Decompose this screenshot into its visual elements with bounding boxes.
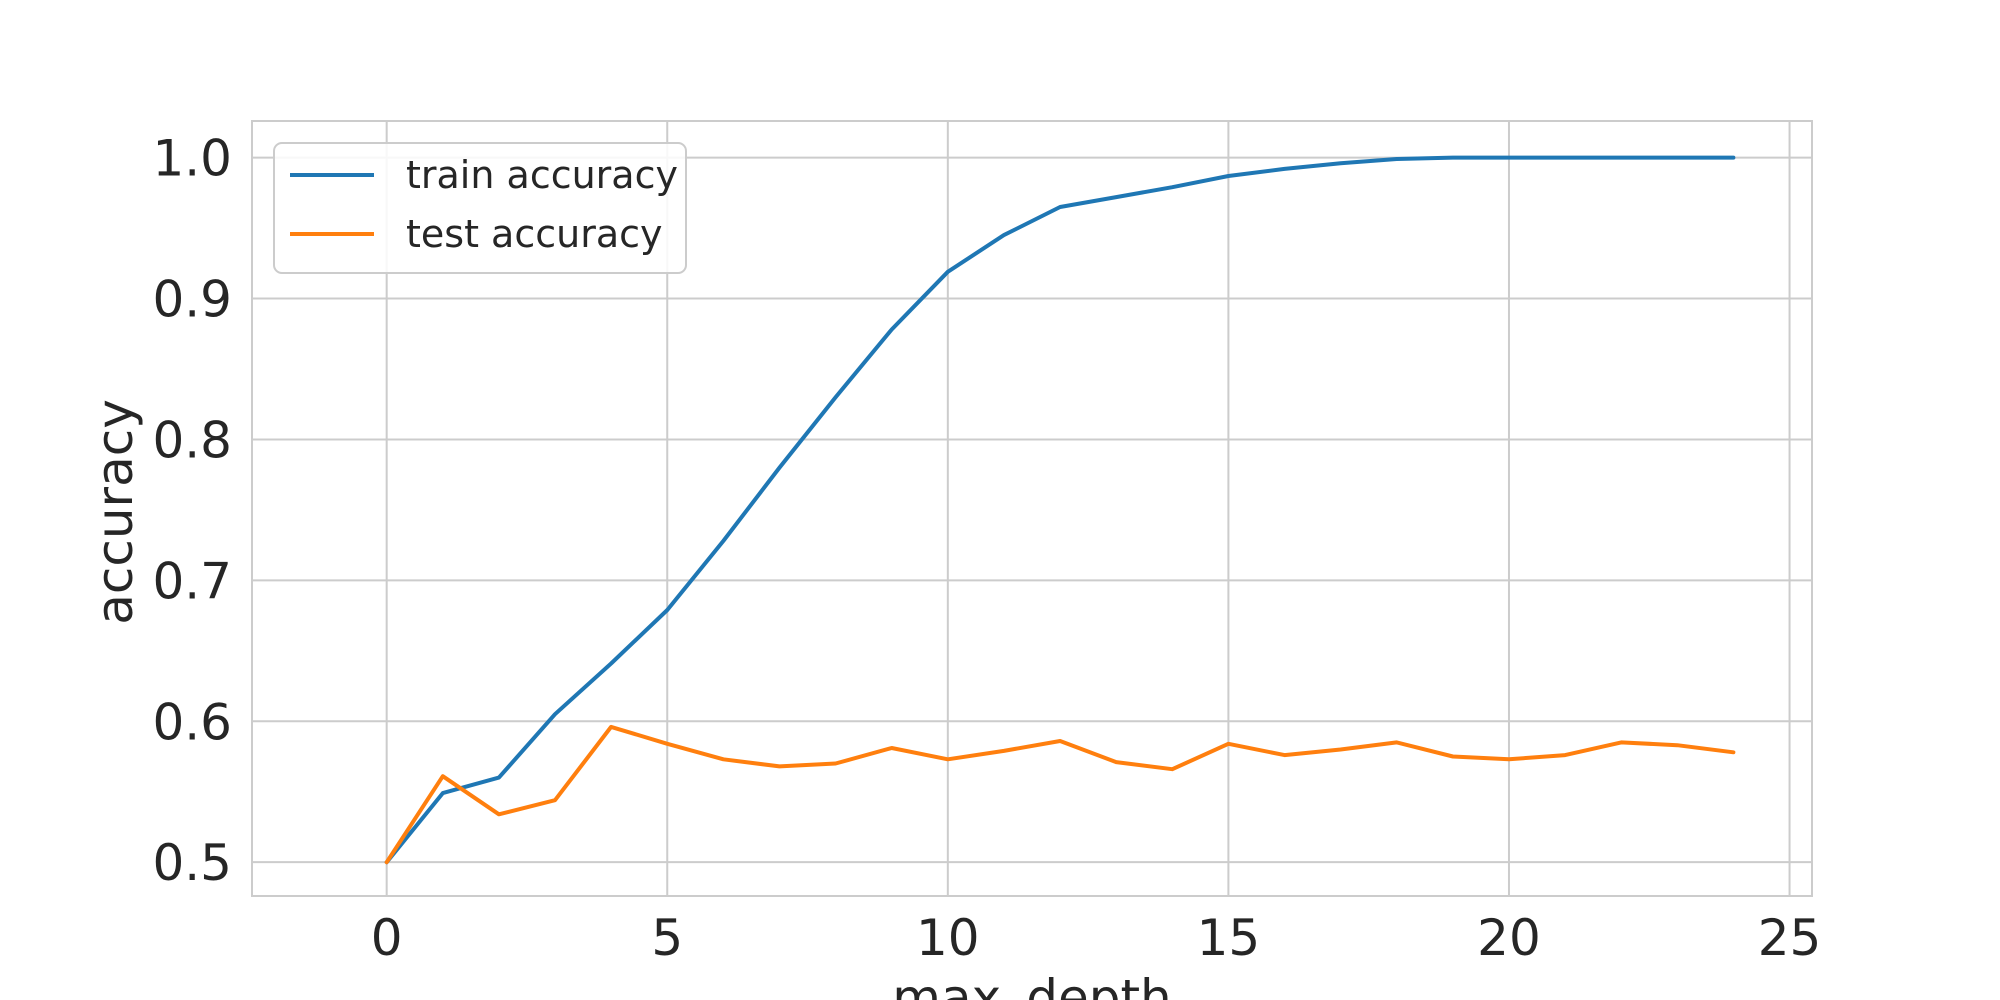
x-tick-label: 0 [371, 909, 403, 967]
y-tick-label: 0.6 [152, 693, 232, 751]
x-axis-label: max_depth [892, 969, 1171, 1000]
x-tick-label: 10 [916, 909, 980, 967]
x-tick-label: 15 [1197, 909, 1261, 967]
x-tick-label: 20 [1477, 909, 1541, 967]
x-tick-labels: 0 5 10 15 20 25 [371, 909, 1822, 967]
y-tick-label: 0.7 [152, 552, 232, 610]
series-layer [384, 155, 1736, 865]
y-tick-label: 0.5 [152, 834, 232, 892]
legend-label-train: train accuracy [406, 153, 678, 197]
y-tick-labels: 0.5 0.6 0.7 0.8 0.9 1.0 [152, 130, 232, 893]
legend: train accuracy test accuracy [273, 142, 687, 274]
y-tick-label: 1.0 [152, 130, 232, 188]
x-tick-label: 25 [1758, 909, 1822, 967]
y-axis-label: accuracy [86, 399, 144, 625]
x-tick-label: 5 [651, 909, 683, 967]
y-tick-label: 0.9 [152, 271, 232, 329]
series-line-1 [384, 724, 1736, 865]
legend-label-test: test accuracy [406, 212, 663, 256]
legend-box [273, 142, 687, 274]
plot-frame [251, 120, 1813, 897]
y-tick-label: 0.8 [152, 411, 232, 469]
series-line-0 [384, 155, 1736, 865]
